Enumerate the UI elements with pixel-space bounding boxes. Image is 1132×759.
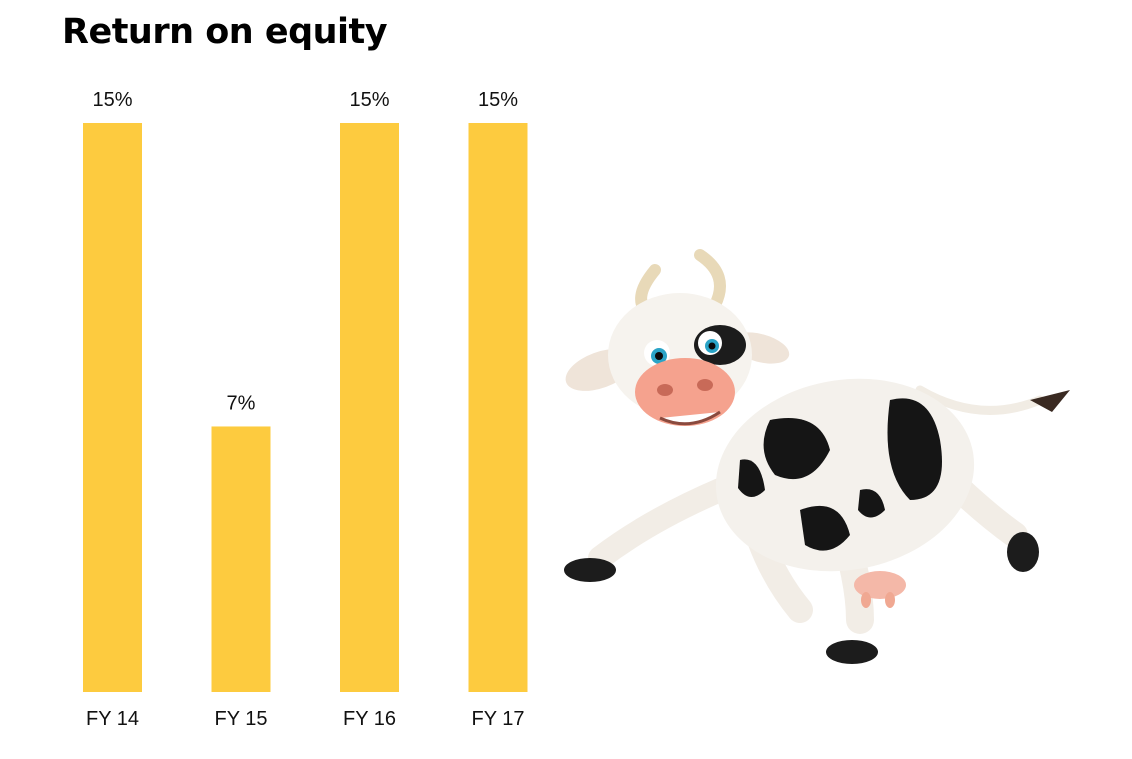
data-label: 15% bbox=[349, 89, 389, 111]
x-tick-label: FY 17 bbox=[472, 708, 525, 730]
x-tick-label: FY 15 bbox=[215, 708, 268, 730]
bar-fy-14 bbox=[83, 123, 142, 692]
bar-chart: 15% FY 14 7% FY 15 15% FY 16 15% FY 17 bbox=[83, 89, 528, 730]
bar-fy-17 bbox=[468, 123, 528, 692]
bar-fy-15 bbox=[211, 426, 271, 692]
x-tick-label: FY 14 bbox=[86, 708, 139, 730]
data-label: 7% bbox=[227, 392, 256, 414]
chart-title: Return on equity bbox=[62, 12, 388, 52]
cow-illustration bbox=[564, 249, 1070, 664]
data-label: 15% bbox=[478, 89, 518, 111]
data-label: 15% bbox=[92, 89, 132, 111]
x-tick-label: FY 16 bbox=[343, 708, 396, 730]
bar-fy-16 bbox=[340, 123, 399, 692]
